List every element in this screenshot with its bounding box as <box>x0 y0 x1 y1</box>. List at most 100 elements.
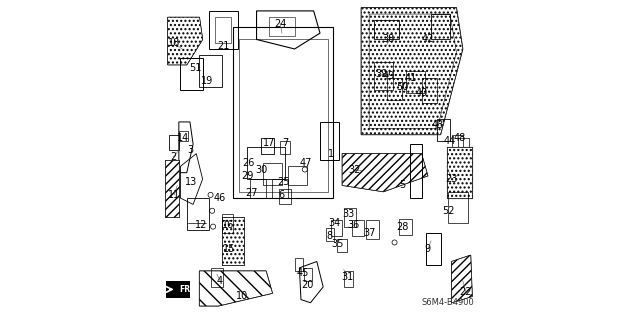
Bar <box>374 62 393 90</box>
Text: 4: 4 <box>217 276 223 285</box>
Text: 15: 15 <box>223 244 236 254</box>
Text: 40: 40 <box>415 88 428 98</box>
Text: 30: 30 <box>255 164 268 174</box>
Text: 32: 32 <box>349 164 361 174</box>
Polygon shape <box>164 160 179 217</box>
Text: 9: 9 <box>425 244 431 254</box>
Text: 47: 47 <box>300 158 312 168</box>
Text: 27: 27 <box>246 188 258 198</box>
Bar <box>280 141 290 154</box>
Text: 1: 1 <box>328 149 334 159</box>
Text: 37: 37 <box>363 228 375 238</box>
Bar <box>215 17 231 43</box>
Bar <box>449 192 467 223</box>
Bar <box>399 219 412 235</box>
Text: 23: 23 <box>445 174 458 184</box>
Text: 36: 36 <box>347 220 360 230</box>
Bar <box>179 132 188 141</box>
Text: 22: 22 <box>460 287 472 297</box>
Text: 13: 13 <box>186 177 198 187</box>
Text: 3: 3 <box>187 146 193 156</box>
Text: 45: 45 <box>296 268 308 278</box>
Bar <box>320 122 339 160</box>
Text: 16: 16 <box>222 220 234 230</box>
Text: 6: 6 <box>279 190 285 200</box>
Text: 11: 11 <box>168 190 180 200</box>
Bar <box>211 268 223 287</box>
Text: 26: 26 <box>243 158 255 168</box>
Bar <box>288 166 307 185</box>
Bar <box>326 228 334 241</box>
Bar <box>187 198 209 230</box>
Bar <box>273 179 288 198</box>
Bar <box>222 214 234 233</box>
Bar <box>269 17 294 36</box>
Text: 14: 14 <box>177 133 189 143</box>
FancyBboxPatch shape <box>166 281 190 298</box>
Bar <box>200 55 221 87</box>
Text: 7: 7 <box>282 138 288 148</box>
Text: S6M4-B4900: S6M4-B4900 <box>422 298 474 307</box>
Bar <box>170 135 179 150</box>
Text: FR.: FR. <box>179 285 193 294</box>
Text: 21: 21 <box>217 41 229 51</box>
Bar <box>406 71 425 93</box>
Text: 17: 17 <box>263 138 275 148</box>
Bar <box>331 220 342 236</box>
Bar <box>437 119 450 141</box>
Bar <box>250 179 266 198</box>
Text: 24: 24 <box>274 19 287 28</box>
Polygon shape <box>168 17 203 65</box>
Bar <box>387 77 403 100</box>
Text: 43: 43 <box>431 120 444 130</box>
Bar <box>344 271 353 287</box>
Text: 31: 31 <box>341 272 353 282</box>
Text: 20: 20 <box>301 280 314 290</box>
Bar <box>304 268 312 281</box>
Bar <box>374 20 399 39</box>
Bar <box>431 14 450 39</box>
Polygon shape <box>342 154 428 192</box>
Bar <box>263 163 282 185</box>
Polygon shape <box>200 271 273 306</box>
Bar <box>247 147 285 179</box>
Bar <box>344 208 356 227</box>
Text: 52: 52 <box>442 206 455 216</box>
Text: 50: 50 <box>396 82 409 92</box>
Bar <box>294 258 303 271</box>
Bar <box>452 135 463 147</box>
Text: 49: 49 <box>382 71 394 81</box>
Text: 8: 8 <box>326 231 333 241</box>
Polygon shape <box>361 8 463 135</box>
Text: 19: 19 <box>201 76 214 86</box>
Text: 41: 41 <box>404 73 417 83</box>
Bar <box>261 138 274 154</box>
Text: 18: 18 <box>168 38 180 48</box>
Text: 2: 2 <box>170 152 176 162</box>
Text: 39: 39 <box>376 69 388 79</box>
Bar <box>458 138 469 154</box>
Text: 51: 51 <box>189 63 202 73</box>
Polygon shape <box>452 255 472 303</box>
Text: 12: 12 <box>195 220 207 230</box>
Text: 25: 25 <box>277 177 290 187</box>
Text: 44: 44 <box>444 136 456 146</box>
Text: 10: 10 <box>236 292 248 301</box>
Text: 5: 5 <box>399 180 406 190</box>
Text: 34: 34 <box>328 219 340 228</box>
Text: 28: 28 <box>396 222 409 232</box>
Bar <box>366 220 379 239</box>
Bar <box>352 220 364 236</box>
Text: 48: 48 <box>454 133 466 143</box>
Text: 46: 46 <box>214 193 226 203</box>
Polygon shape <box>447 147 472 198</box>
Bar <box>279 188 291 204</box>
Text: 38: 38 <box>382 35 394 44</box>
Bar <box>422 77 437 103</box>
Text: 42: 42 <box>422 35 434 44</box>
Text: 35: 35 <box>332 239 344 249</box>
Bar <box>337 239 347 252</box>
Text: 33: 33 <box>342 209 355 219</box>
Text: 29: 29 <box>241 171 253 181</box>
Polygon shape <box>221 217 244 265</box>
